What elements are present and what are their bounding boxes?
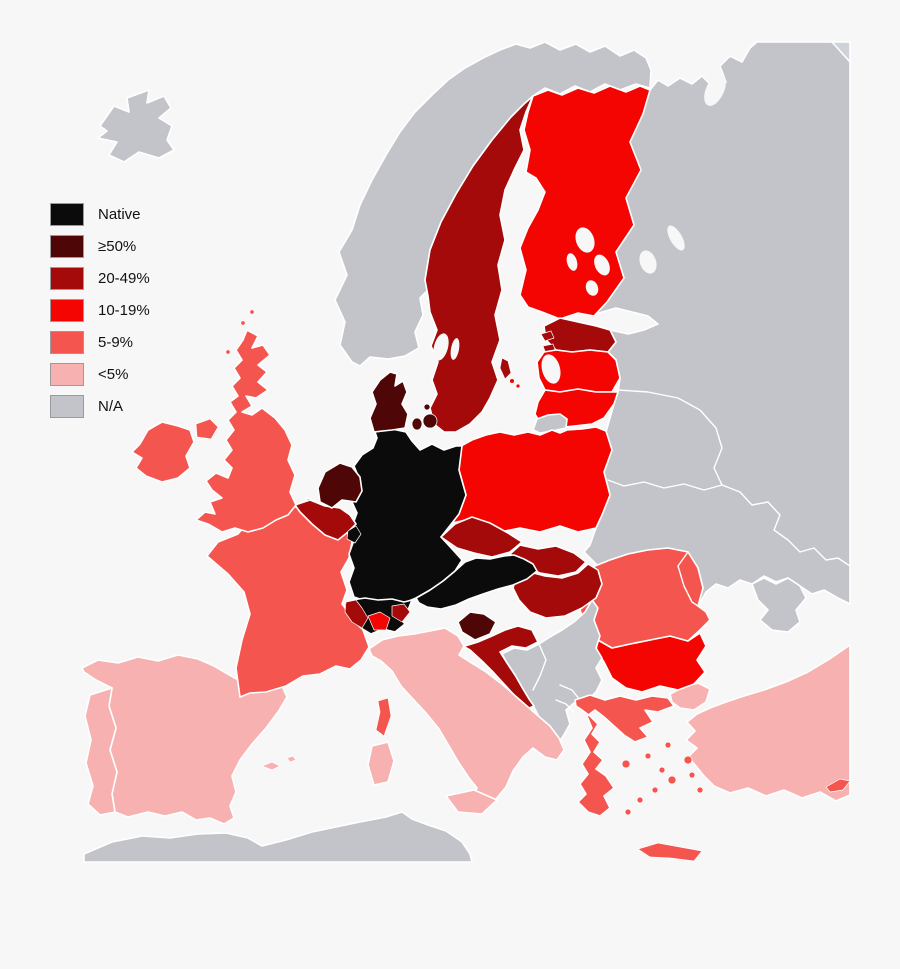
legend-label-na: N/A	[98, 397, 124, 415]
region-portugal	[84, 687, 118, 816]
greek-island	[644, 752, 652, 760]
legend-swatch-lt5	[50, 362, 84, 386]
legend: Native ≥50% 20-49% 10-19% 5-9% <5% N/A	[50, 202, 150, 426]
region-hungary	[512, 563, 603, 619]
region-north-africa	[83, 811, 473, 863]
region-greece	[574, 694, 675, 817]
legend-swatch-5-9	[50, 330, 84, 354]
region-gotland	[499, 357, 512, 380]
legend-swatch-na	[50, 394, 84, 418]
legend-swatch-native	[50, 202, 84, 226]
border-russia-belarus	[617, 389, 723, 486]
legend-row-lt5: <5%	[50, 362, 150, 386]
legend-label-10-19: 10-19%	[98, 301, 150, 319]
border-belarus-ukraine	[607, 479, 723, 491]
lake-vattern	[450, 338, 460, 360]
region-cyprus	[825, 778, 851, 793]
border-albania-macedonia	[555, 699, 575, 713]
legend-row-na: N/A	[50, 394, 150, 418]
region-italy	[368, 627, 565, 808]
region-danish-isle	[423, 403, 431, 411]
legend-swatch-gte50	[50, 234, 84, 258]
border-kosovo-macedonia	[559, 684, 581, 701]
lake-vanern	[433, 333, 449, 361]
region-russia-graticule-corner	[831, 41, 851, 63]
legend-label-lt5: <5%	[98, 365, 129, 383]
region-hebrides	[225, 349, 231, 355]
region-sicily	[445, 789, 498, 815]
region-kaliningrad	[532, 413, 568, 434]
region-hiiumaa	[540, 330, 555, 342]
greek-island	[688, 771, 696, 779]
finnish-lake-1	[575, 227, 595, 253]
region-switzerland-south	[367, 611, 391, 631]
region-shetland	[249, 309, 255, 315]
region-crimea	[751, 577, 807, 633]
region-aland-1	[509, 378, 515, 384]
region-switzerland-southeast	[391, 603, 411, 623]
greek-island	[696, 786, 704, 794]
finnish-lake-4	[585, 280, 599, 296]
greek-island	[658, 766, 666, 774]
region-netherlands	[317, 462, 363, 509]
greek-island	[667, 775, 677, 785]
region-belgium	[294, 499, 357, 541]
finnish-lake-3	[566, 253, 578, 271]
legend-label-gte50: ≥50%	[98, 237, 137, 255]
legend-row-5-9: 5-9%	[50, 330, 150, 354]
legend-row-gte50: ≥50%	[50, 234, 150, 258]
region-czechia	[440, 516, 523, 558]
legend-swatch-10-19	[50, 298, 84, 322]
region-zealand	[422, 413, 438, 429]
region-menorca	[286, 755, 297, 763]
region-crete	[637, 842, 703, 862]
region-finland	[519, 85, 651, 320]
lake-onega	[667, 225, 685, 251]
greek-island	[624, 808, 632, 816]
region-great-britain	[195, 329, 297, 533]
region-estonia	[543, 317, 617, 353]
greek-island	[651, 786, 659, 794]
border-russia-ukraine	[721, 484, 851, 567]
region-denmark	[369, 371, 409, 433]
region-mallorca	[261, 761, 281, 771]
region-croatia	[454, 625, 539, 710]
legend-label-5-9: 5-9%	[98, 333, 134, 351]
greek-island	[621, 759, 631, 769]
region-orkney	[240, 320, 246, 326]
white-sea	[704, 74, 726, 106]
legend-swatch-20-49	[50, 266, 84, 290]
legend-row-native: Native	[50, 202, 150, 226]
gulf-of-riga	[541, 354, 561, 384]
region-germany	[348, 428, 467, 604]
region-funen	[411, 417, 423, 431]
region-corsica	[375, 697, 392, 737]
region-western-balkans	[501, 599, 603, 748]
greek-island	[683, 755, 693, 765]
legend-row-20-49: 20-49%	[50, 266, 150, 290]
border-bosnia-serbia	[532, 643, 547, 691]
region-ireland	[131, 421, 195, 483]
greek-island	[664, 741, 672, 749]
region-poland	[451, 426, 613, 533]
lake-ladoga	[639, 250, 657, 274]
region-sardinia	[367, 741, 395, 786]
greek-island	[636, 796, 644, 804]
region-slovenia	[457, 611, 497, 641]
region-switzerland-west	[344, 599, 369, 629]
legend-label-native: Native	[98, 205, 141, 223]
region-iceland	[97, 89, 175, 163]
legend-label-20-49: 20-49%	[98, 269, 150, 287]
region-northern-ireland	[195, 418, 219, 440]
border-moldova-ukraine	[677, 551, 699, 607]
legend-row-10-19: 10-19%	[50, 298, 150, 322]
region-turkey-anatolia	[685, 644, 851, 802]
finnish-lake-2	[594, 254, 610, 276]
region-aland-2	[515, 383, 521, 389]
region-luxembourg	[346, 525, 362, 544]
region-austria	[415, 554, 538, 610]
